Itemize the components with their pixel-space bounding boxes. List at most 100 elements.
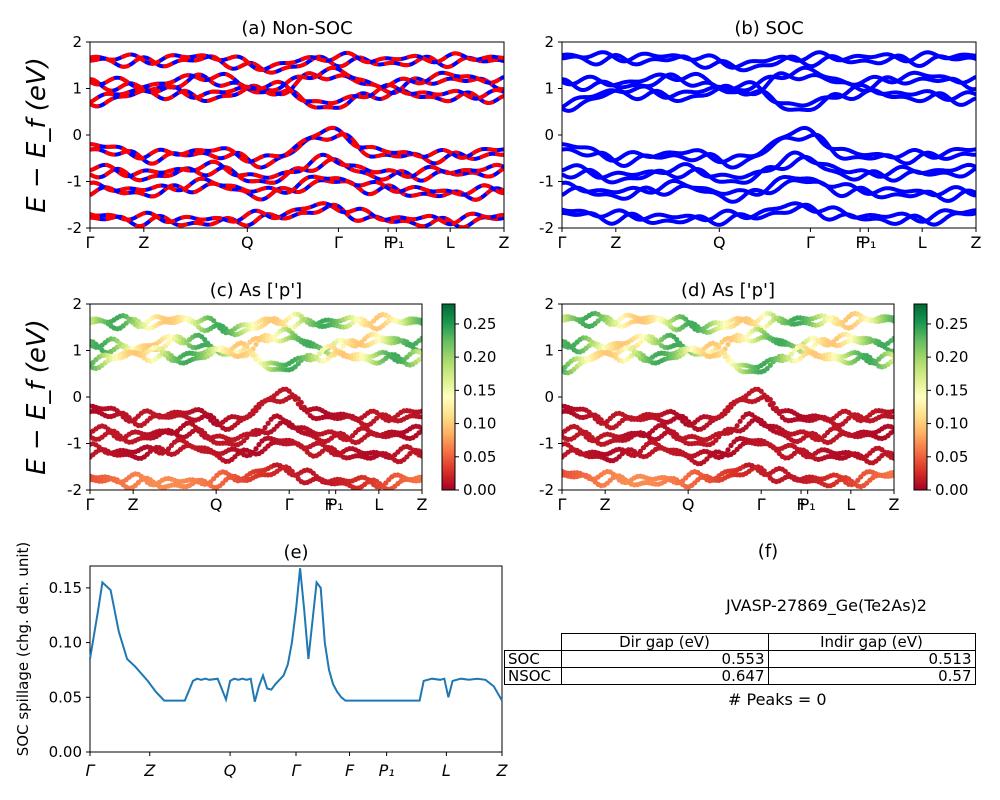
panel-title: (f) <box>758 541 778 562</box>
band-point <box>677 340 683 346</box>
y-tick-label: 0 <box>544 126 554 144</box>
x-tick-label: L <box>918 233 927 252</box>
band-point <box>419 414 422 420</box>
x-tick-label: P₁ <box>860 233 876 252</box>
band-point <box>677 415 683 421</box>
x-tick-label: L <box>442 761 451 780</box>
band-line <box>562 71 976 97</box>
band-point <box>764 366 770 372</box>
band-point <box>722 408 728 414</box>
band-point <box>295 401 301 407</box>
band-point <box>891 426 894 432</box>
y-tick-label: 0 <box>72 388 82 406</box>
indir-gap-header: Indir gap (eV) <box>767 633 976 651</box>
row-label-nsoc: NSOC <box>504 667 562 685</box>
x-tick-label: F <box>345 761 355 780</box>
band-points <box>90 311 422 490</box>
band-point <box>719 411 725 417</box>
x-tick-label: Z <box>971 233 982 252</box>
band-point <box>767 402 773 408</box>
x-tick-label: Z <box>128 495 139 514</box>
band-point <box>256 442 262 448</box>
band-point <box>722 353 728 360</box>
table-header-row: Dir gap (eV) Indir gap (eV) <box>505 633 976 651</box>
band-point <box>250 352 256 359</box>
band-point <box>631 349 638 355</box>
colorbar-tick-label: 0.20 <box>463 348 496 366</box>
band-point <box>734 423 740 429</box>
dir-gap-header: Dir gap (eV) <box>560 633 769 651</box>
band-point <box>891 315 894 321</box>
panel-title: (c) As ['p'] <box>210 280 302 301</box>
band-line-dashed <box>90 54 504 75</box>
projected-band-panel: (c) As ['p'] -2 -1 0 1 2 Γ Z Q Γ FP₁ L Z E − E_f (eV)… <box>22 280 496 514</box>
band-line <box>562 154 976 185</box>
band-line-dashed <box>90 132 504 170</box>
band-point <box>577 427 583 433</box>
band-point <box>891 353 894 359</box>
colorbar <box>441 303 456 491</box>
y-tick-label: 0 <box>72 126 82 144</box>
x-tick-label: Q <box>224 761 237 780</box>
band-panel: (b) SOC -2 -1 0 1 2 Γ Z Q Γ FP₁ L Z <box>539 18 981 252</box>
band-point <box>253 446 259 452</box>
x-tick-label: Q <box>713 233 726 252</box>
band-point <box>737 418 743 424</box>
band-point <box>247 348 253 354</box>
table-row: NSOC 0.647 0.57 <box>504 667 976 685</box>
table-row: SOC 0.553 0.513 <box>504 650 976 668</box>
band-line <box>562 175 976 198</box>
panel-title: (d) As ['p'] <box>681 280 775 301</box>
band-point <box>289 392 295 398</box>
x-tick-label: Γ <box>558 495 567 514</box>
band-point <box>668 430 674 436</box>
band-point <box>788 351 795 357</box>
band-line <box>562 150 976 180</box>
x-tick-label: L <box>374 495 383 514</box>
band-line-dashed <box>90 71 504 97</box>
band-point <box>731 426 737 433</box>
band-line <box>90 125 504 164</box>
y-tick-label: 0.15 <box>49 579 82 597</box>
panel-title: (b) SOC <box>734 18 803 39</box>
band-point <box>728 442 734 449</box>
band-point <box>891 469 894 475</box>
x-tick-label: P₁ <box>388 233 404 252</box>
colorbar-tick-label: 0.15 <box>935 381 968 399</box>
x-tick-label: Γ <box>334 233 343 252</box>
y-tick-label: 2 <box>72 295 82 313</box>
band-point <box>211 476 217 482</box>
band-point <box>419 408 422 414</box>
x-tick-label: Γ <box>757 495 766 514</box>
band-point <box>259 428 265 434</box>
y-tick-label: -2 <box>67 219 82 237</box>
y-tick-label: 2 <box>72 33 82 51</box>
x-tick-label: Γ <box>806 233 815 252</box>
soc-dir-gap: 0.553 <box>560 650 769 668</box>
y-tick-label: -1 <box>67 435 82 453</box>
x-tick-label: Γ <box>285 495 294 514</box>
y-tick-label: 2 <box>544 33 554 51</box>
band-point <box>383 480 389 486</box>
band-line <box>562 83 976 113</box>
band-point <box>214 321 220 327</box>
band-line <box>562 132 976 170</box>
colorbar-tick-label: 0.15 <box>463 381 496 399</box>
band-line <box>562 125 976 165</box>
panel-title: (e) <box>283 542 308 563</box>
band-point <box>202 410 208 416</box>
x-tick-label: F <box>383 233 392 252</box>
row-label-soc: SOC <box>504 650 562 668</box>
band-point <box>292 396 298 402</box>
band-point <box>241 438 247 444</box>
band-point <box>725 341 731 347</box>
x-tick-label: Γ <box>86 233 95 252</box>
band-point <box>891 357 894 363</box>
band-point <box>419 474 422 480</box>
band-points <box>562 310 894 490</box>
band-line <box>562 52 976 73</box>
x-tick-label: Q <box>210 495 223 514</box>
colorbar-tick-label: 0.05 <box>463 448 496 466</box>
y-tick-label: -1 <box>539 173 554 191</box>
